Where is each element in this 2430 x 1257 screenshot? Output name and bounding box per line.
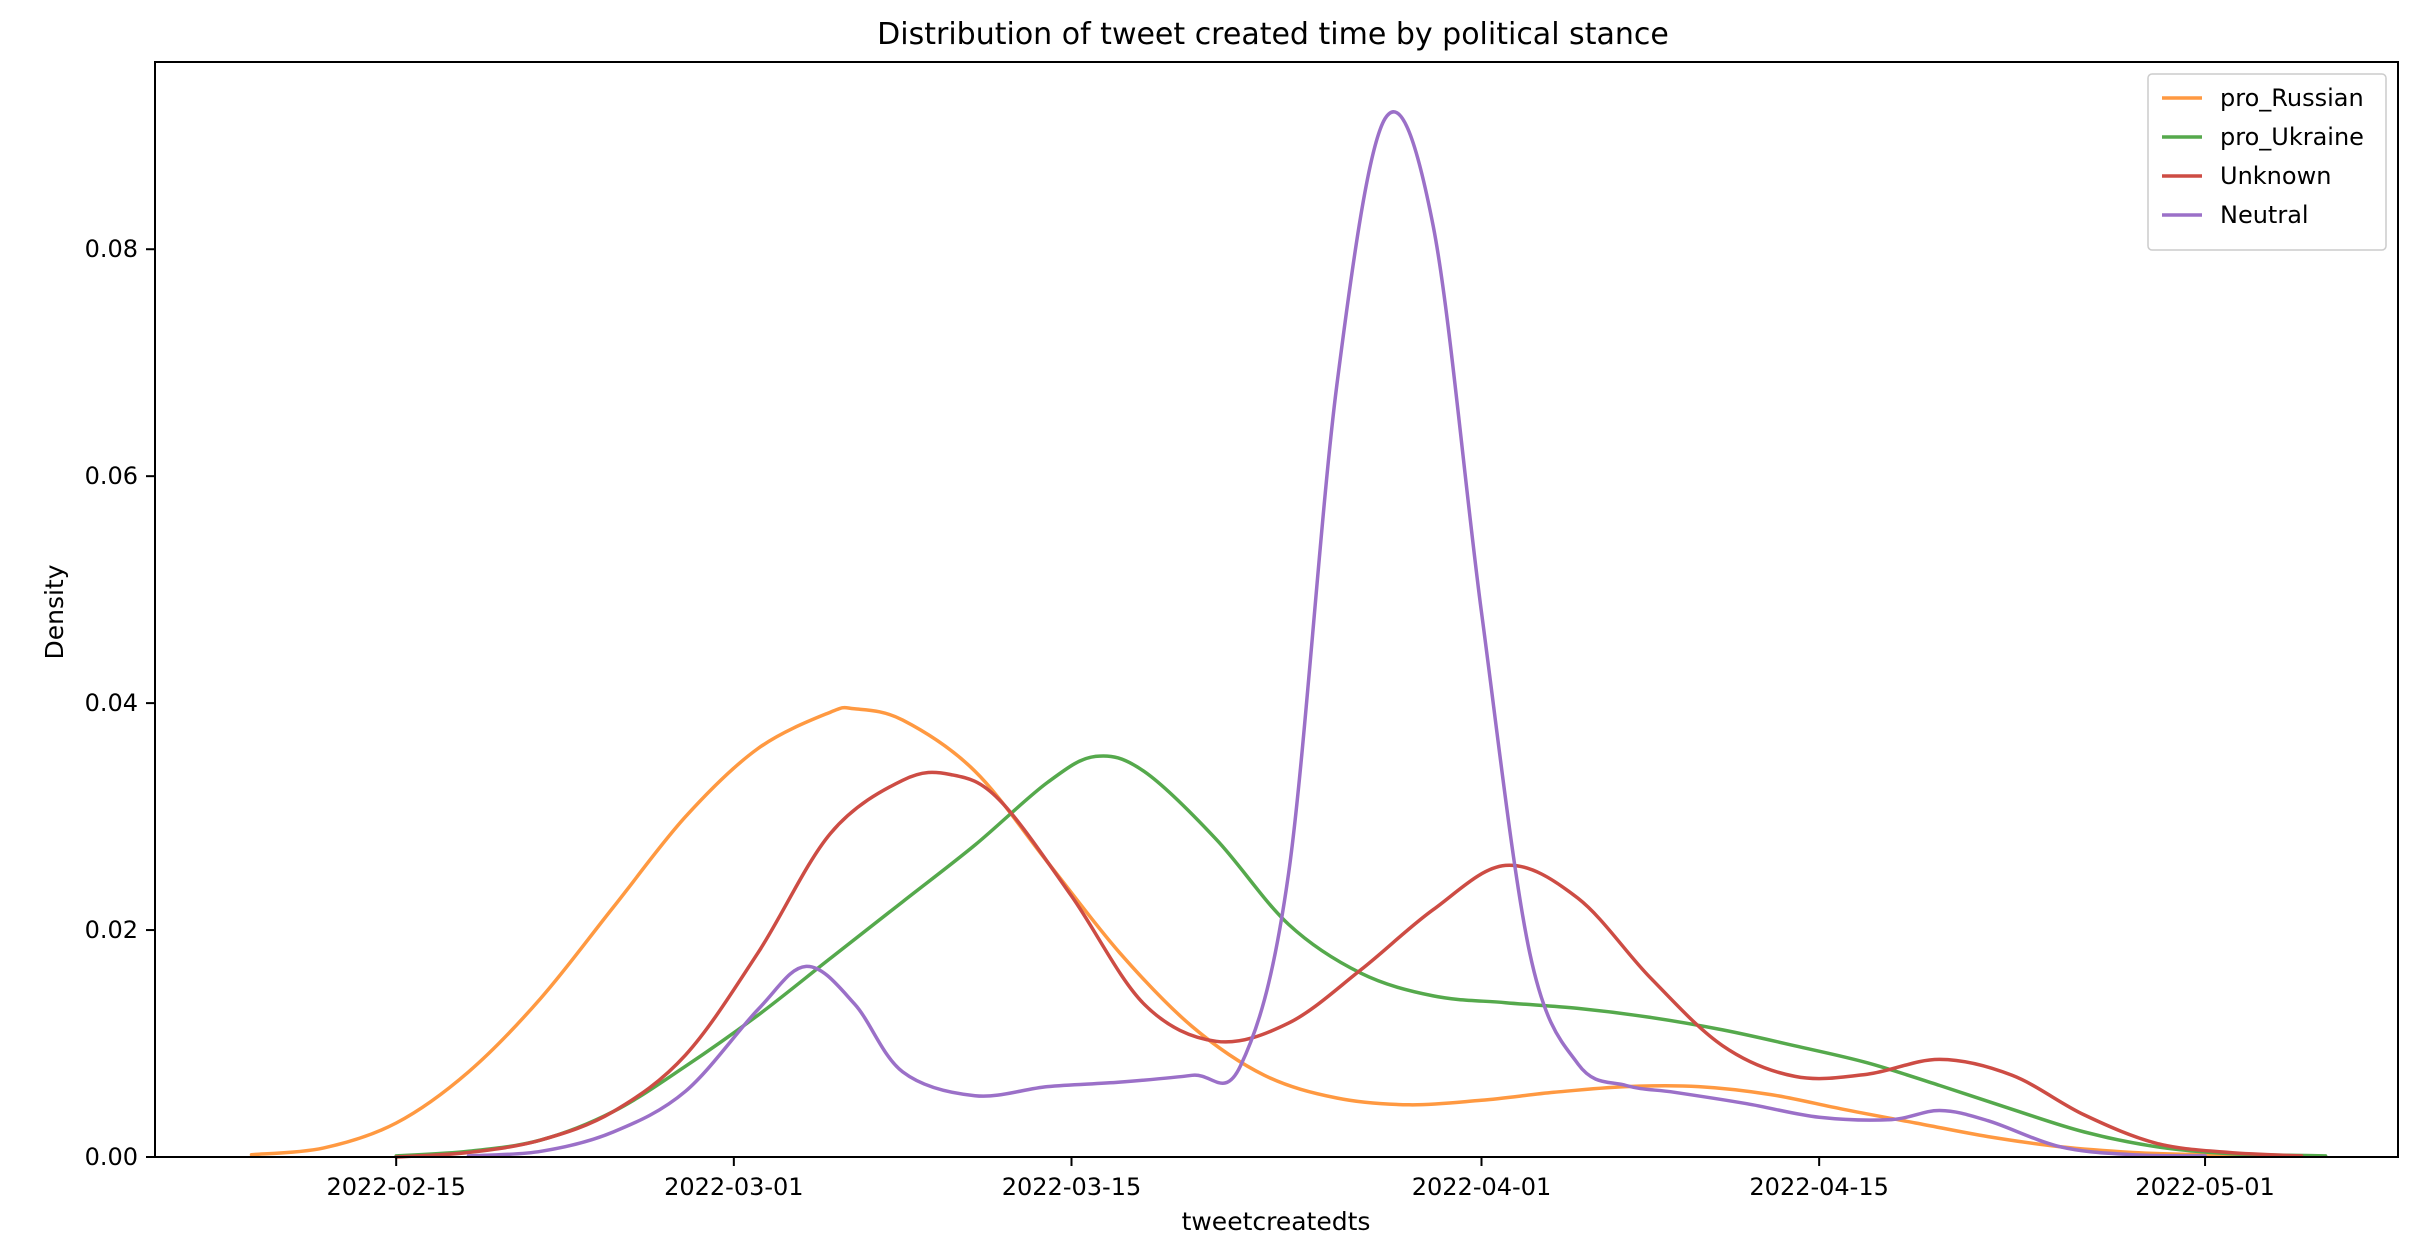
legend-label: Unknown xyxy=(2220,162,2331,190)
plot-area-frame xyxy=(154,61,2399,1158)
legend-label: pro_Ukraine xyxy=(2220,123,2364,151)
y-axis-label: Density xyxy=(40,564,69,659)
chart-title: Distribution of tweet created time by po… xyxy=(877,17,1669,52)
x-tick-label: 2022-03-15 xyxy=(1002,1173,1141,1201)
series-line-pro-russian xyxy=(249,705,2280,1158)
y-tick-label: 0.04 xyxy=(85,689,138,717)
x-axis-label: tweetcreatedts xyxy=(1182,1207,1371,1236)
legend-label: Neutral xyxy=(2220,201,2309,229)
density-curves xyxy=(249,110,2328,1159)
series-line-unknown xyxy=(394,770,2304,1159)
y-tick-label: 0.02 xyxy=(85,916,138,944)
y-tick-label: 0.08 xyxy=(85,235,138,263)
legend-frame xyxy=(2147,73,2387,251)
series-line-pro-ukraine xyxy=(394,754,2328,1158)
x-tick-label: 2022-03-01 xyxy=(664,1173,803,1201)
series-line-neutral xyxy=(466,110,2207,1158)
y-axis: 0.00 0.02 0.04 0.06 0.08 xyxy=(85,235,155,1171)
x-tick-label: 2022-04-01 xyxy=(1412,1173,1551,1201)
x-tick-label: 2022-02-15 xyxy=(326,1173,465,1201)
x-tick-label: 2022-04-15 xyxy=(1749,1173,1888,1201)
legend: pro_Russian pro_Ukraine Unknown Neutral xyxy=(2147,73,2387,251)
legend-label: pro_Russian xyxy=(2220,84,2364,112)
x-axis: 2022-02-15 2022-03-01 2022-03-15 2022-04-01… xyxy=(326,1157,2275,1201)
y-tick-label: 0.06 xyxy=(85,462,138,490)
x-tick-label: 2022-05-01 xyxy=(2135,1173,2274,1201)
y-tick-label: 0.00 xyxy=(85,1143,138,1171)
